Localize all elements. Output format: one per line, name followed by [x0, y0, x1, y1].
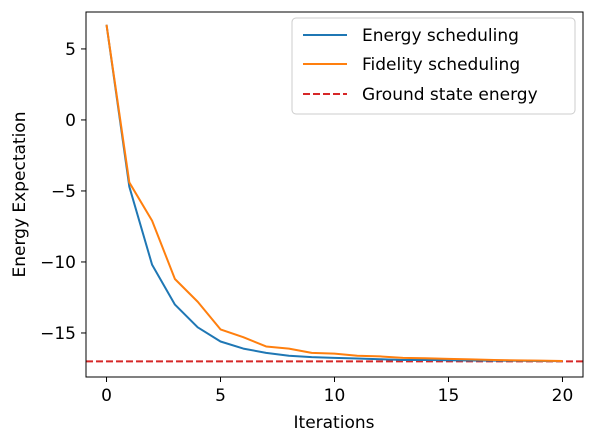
legend-frame — [291, 17, 576, 115]
y-tick-label: 0 — [65, 111, 76, 131]
legend-label-energy-scheduling: Energy scheduling — [362, 26, 519, 46]
legend: Energy scheduling Fidelity scheduling Gr… — [291, 17, 576, 115]
x-tick-label: 20 — [552, 386, 574, 406]
y-axis-label: Energy Expectation — [10, 112, 30, 278]
x-tick-label: 10 — [324, 386, 346, 406]
ticks: 0 5 10 15 20 5 0 −5 −10 −15 — [40, 40, 573, 406]
series-line-fidelity-scheduling — [105, 24, 563, 362]
y-tick-label: −5 — [51, 182, 76, 202]
y-tick-label: 5 — [65, 40, 76, 60]
x-axis-label: Iterations — [294, 413, 375, 433]
x-tick-label: 0 — [101, 386, 112, 406]
plot-frame — [85, 11, 584, 378]
x-tick-label: 5 — [215, 386, 226, 406]
series-lines — [105, 24, 563, 363]
y-tick-label: −10 — [40, 253, 76, 273]
x-tick-label: 15 — [438, 386, 460, 406]
y-tick-label: −15 — [40, 324, 76, 344]
legend-label-fidelity-scheduling: Fidelity scheduling — [362, 55, 520, 75]
legend-label-ground-state-energy: Ground state energy — [362, 85, 538, 105]
